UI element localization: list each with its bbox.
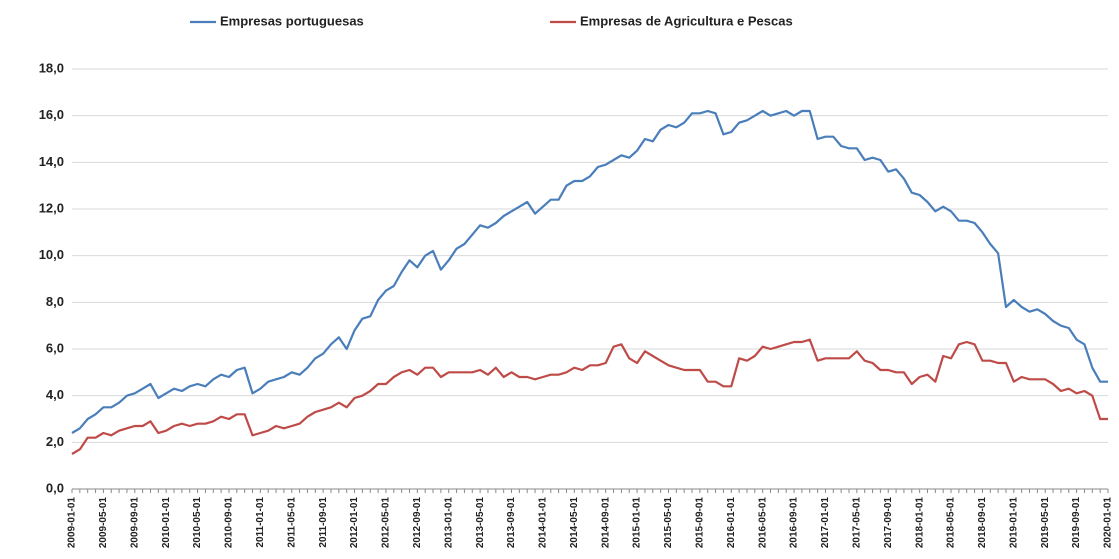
x-tick-label: 2011-09-01 xyxy=(318,497,329,548)
x-tick-label: 2017-01-01 xyxy=(820,497,831,549)
x-tick-label: 2013-05-01 xyxy=(475,497,486,549)
x-tick-label: 2011-05-01 xyxy=(286,497,297,548)
y-tick-label: 18,0 xyxy=(39,60,64,75)
x-tick-label: 2012-09-01 xyxy=(412,497,423,549)
x-tick-label: 2011-01-01 xyxy=(255,497,266,548)
x-tick-label: 2014-05-01 xyxy=(569,497,580,549)
x-tick-label: 2015-09-01 xyxy=(695,497,706,549)
y-tick-label: 2,0 xyxy=(46,434,64,449)
x-tick-label: 2019-09-01 xyxy=(1071,497,1082,549)
legend-label: Empresas de Agricultura e Pescas xyxy=(580,13,793,28)
x-tick-label: 2018-09-01 xyxy=(977,497,988,549)
x-tick-label: 2016-01-01 xyxy=(726,497,737,549)
x-tick-label: 2015-05-01 xyxy=(663,497,674,549)
x-tick-label: 2009-01-01 xyxy=(67,497,78,549)
x-tick-label: 2018-01-01 xyxy=(914,497,925,549)
y-tick-label: 14,0 xyxy=(39,154,64,169)
x-tick-label: 2019-05-01 xyxy=(1040,497,1051,549)
x-tick-label: 2013-09-01 xyxy=(506,497,517,549)
series-line xyxy=(71,338,1108,455)
x-tick-label: 2010-09-01 xyxy=(224,497,235,549)
x-tick-label: 2015-01-01 xyxy=(632,497,643,549)
x-tick-label: 2012-01-01 xyxy=(349,497,360,549)
x-tick-label: 2014-09-01 xyxy=(600,497,611,549)
y-tick-label: 8,0 xyxy=(46,294,64,309)
series-line xyxy=(71,109,1108,434)
x-tick-label: 2016-05-01 xyxy=(757,497,768,549)
x-tick-label: 2012-05-01 xyxy=(381,497,392,549)
x-tick-label: 2016-09-01 xyxy=(789,497,800,549)
y-tick-label: 0,0 xyxy=(46,480,64,495)
y-tick-label: 16,0 xyxy=(39,107,64,122)
x-tick-label: 2010-01-01 xyxy=(161,497,172,549)
x-tick-label: 2014-01-01 xyxy=(538,497,549,549)
x-tick-label: 2020-01-01 xyxy=(1103,497,1114,549)
y-tick-label: 12,0 xyxy=(39,200,64,215)
x-tick-label: 2018-05-01 xyxy=(946,497,957,549)
x-tick-label: 2009-09-01 xyxy=(129,497,140,549)
x-tick-label: 2010-05-01 xyxy=(192,497,203,549)
x-tick-label: 2013-01-01 xyxy=(443,497,454,549)
y-tick-label: 4,0 xyxy=(46,387,64,402)
y-tick-label: 10,0 xyxy=(39,247,64,262)
y-tick-label: 6,0 xyxy=(46,340,64,355)
x-tick-label: 2019-01-01 xyxy=(1008,497,1019,549)
x-tick-label: 2009-05-01 xyxy=(98,497,109,549)
x-tick-label: 2017-05-01 xyxy=(851,497,862,549)
x-tick-label: 2017-09-01 xyxy=(883,497,894,549)
legend-label: Empresas portuguesas xyxy=(220,13,364,28)
